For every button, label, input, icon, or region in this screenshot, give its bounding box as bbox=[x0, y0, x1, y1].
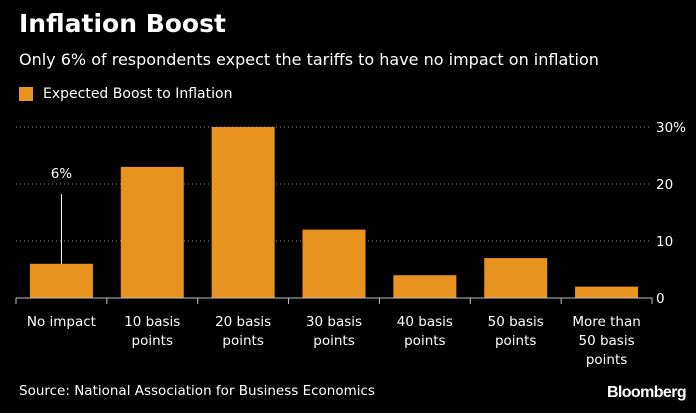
x-tick-label: No impact bbox=[27, 314, 96, 330]
bar bbox=[393, 275, 457, 298]
x-tick-label: 30 basis points bbox=[306, 314, 362, 349]
chart-legend: Expected Boost to Inflation bbox=[19, 84, 232, 104]
legend-label: Expected Boost to Inflation bbox=[43, 86, 233, 102]
y-tick-label: 0 bbox=[656, 291, 665, 307]
source-note: Source: National Association for Busines… bbox=[19, 383, 375, 399]
y-tick-label: 20 bbox=[656, 177, 673, 193]
bloomberg-logo: Bloomberg bbox=[606, 384, 687, 401]
y-tick-label: 30% bbox=[656, 120, 686, 136]
x-tick-label: More than 50 basis points bbox=[572, 314, 640, 368]
y-tick-label: 10 bbox=[656, 234, 673, 250]
bar bbox=[484, 258, 548, 298]
chart-subtitle: Only 6% of respondents expect the tariff… bbox=[19, 50, 599, 69]
x-tick-label: 40 basis points bbox=[397, 314, 453, 349]
bar bbox=[120, 166, 184, 298]
x-tick-label: 20 basis points bbox=[215, 314, 271, 349]
bar bbox=[302, 229, 366, 298]
annotation-label: 6% bbox=[51, 166, 73, 182]
bar bbox=[575, 286, 639, 298]
bar bbox=[211, 127, 275, 298]
legend-swatch bbox=[19, 87, 33, 101]
x-tick-label: 10 basis points bbox=[124, 314, 180, 349]
bar bbox=[29, 263, 93, 298]
x-tick-label: 50 basis points bbox=[488, 314, 544, 349]
chart-title: Inflation Boost bbox=[19, 9, 226, 38]
